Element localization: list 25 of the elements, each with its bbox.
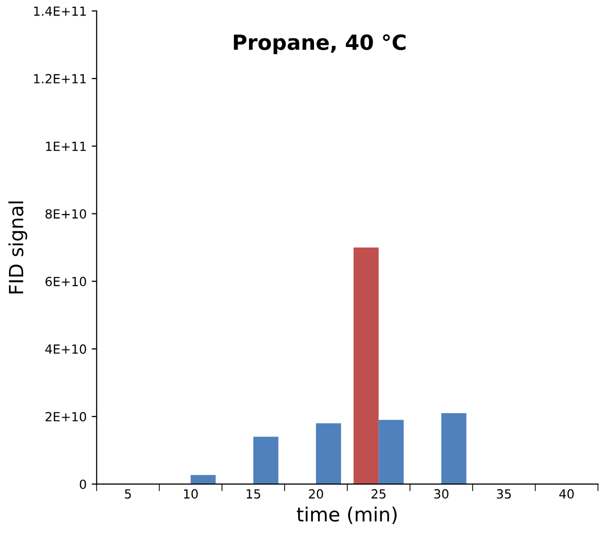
bar: [316, 423, 342, 484]
x-tick-label: 35: [496, 489, 511, 499]
y-tick-label: 1.4E+11: [34, 6, 86, 16]
bar: [378, 420, 404, 484]
y-axis-title: FID signal: [8, 202, 28, 294]
y-tick-label: 0: [80, 480, 86, 490]
y-tick-label: 6E+10: [46, 276, 86, 286]
y-tick-label: 8E+10: [46, 209, 86, 219]
x-tick-label: 30: [434, 489, 448, 499]
x-tick-label: 25: [372, 489, 386, 499]
y-tick-label: 1E+11: [46, 142, 86, 151]
bar: [190, 474, 216, 484]
x-tick-label: 5: [124, 489, 131, 499]
x-tick-label: 20: [308, 489, 324, 499]
x-tick-label: 10: [184, 489, 198, 499]
bar: [441, 413, 466, 484]
x-tick-label: 15: [246, 489, 260, 499]
x-tick-label: 40: [559, 489, 574, 499]
y-tick-label: 1.2E+11: [34, 74, 86, 84]
y-tick-label: 2E+10: [46, 412, 86, 422]
text: Propane, 40 °C: [234, 34, 406, 54]
bar: [253, 436, 278, 484]
x-axis-title: time (min): [296, 506, 397, 524]
y-tick-label: 4E+10: [45, 344, 86, 354]
bar: [354, 248, 379, 484]
